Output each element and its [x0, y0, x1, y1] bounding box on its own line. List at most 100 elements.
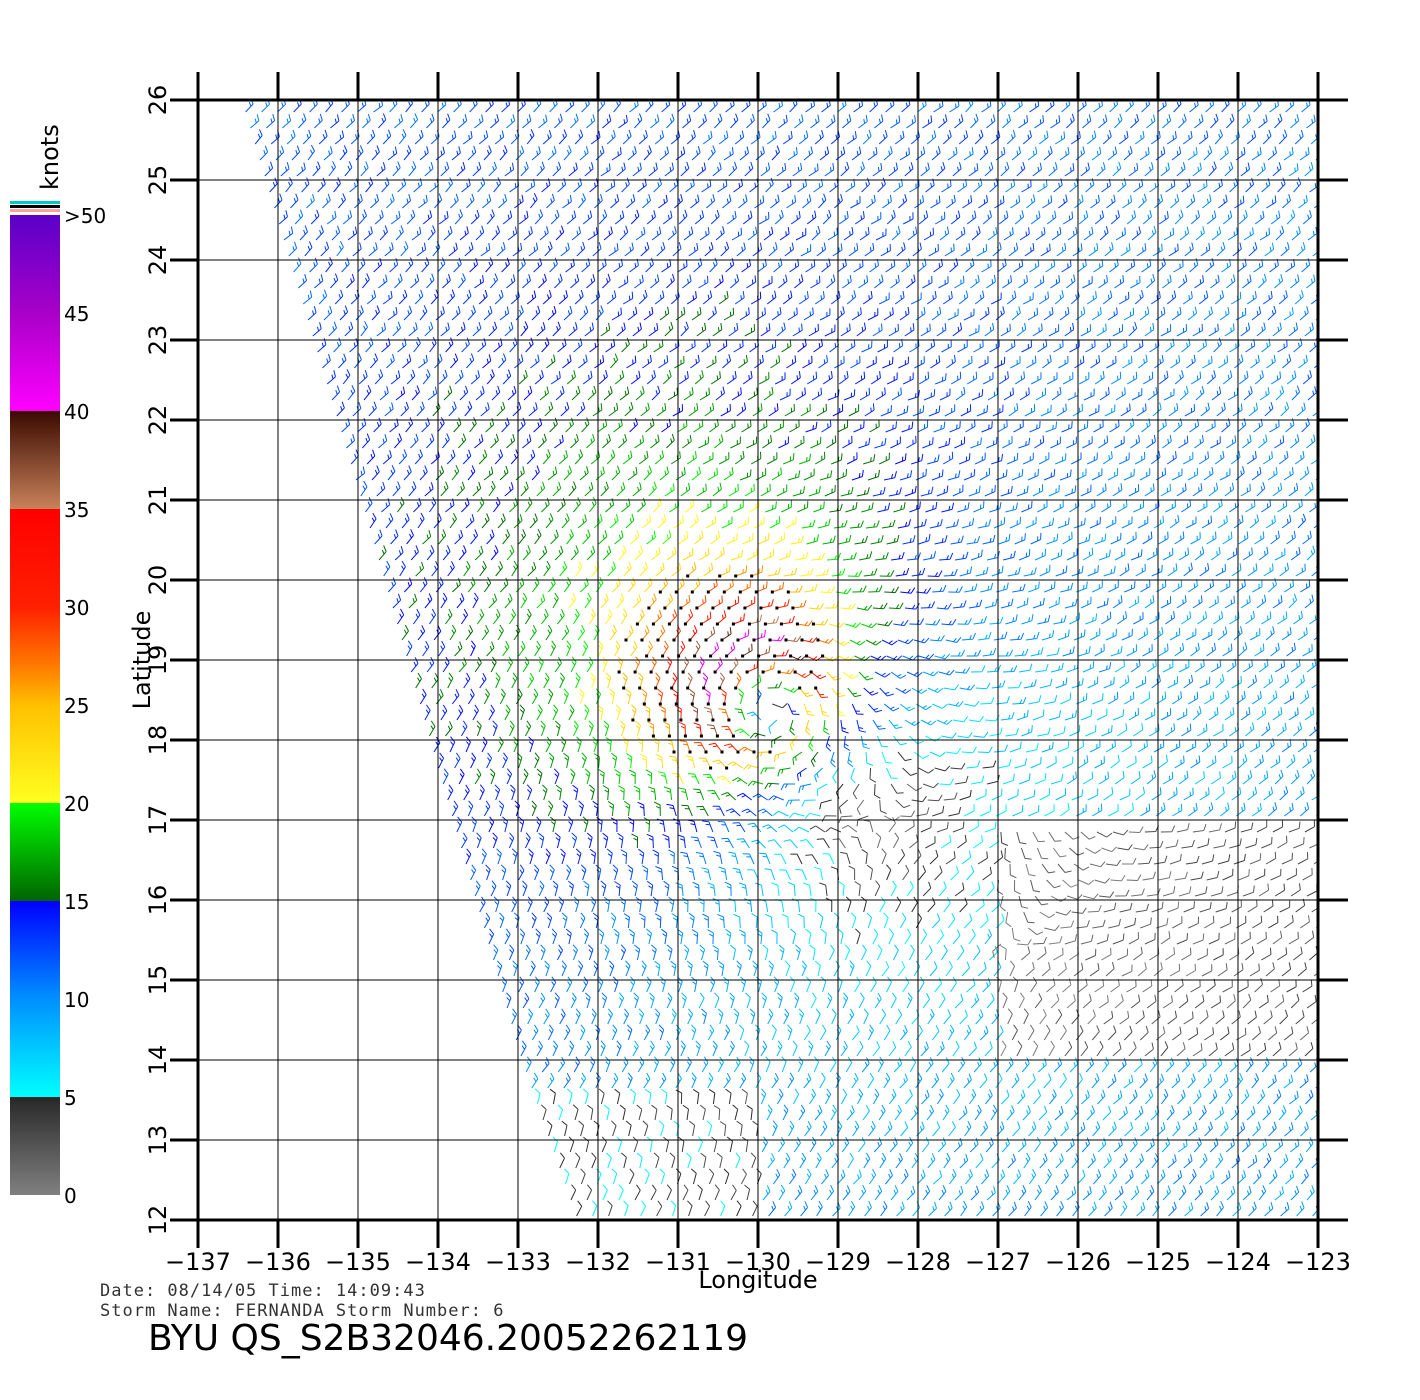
wind-barb [1188, 1027, 1199, 1041]
wind-barb [558, 290, 568, 305]
wind-barb [621, 1056, 629, 1073]
wind-barb [831, 687, 846, 698]
wind-barb [1138, 193, 1147, 209]
wind-barb [1097, 1089, 1106, 1105]
wind-barb [649, 992, 655, 1009]
wind-barb [1158, 979, 1169, 993]
wind-barb [943, 569, 958, 577]
wind-barb [718, 708, 730, 721]
wind-barb [538, 545, 548, 561]
wind-barb [1224, 821, 1237, 833]
wind-barb [562, 354, 572, 369]
wind-barb [529, 513, 538, 529]
wind-barb [528, 242, 539, 257]
wind-barb [915, 912, 923, 929]
wind-barb [645, 418, 655, 433]
wind-barb [738, 746, 755, 753]
wind-barb [971, 775, 985, 785]
wind-barb [589, 338, 599, 353]
wind-barb [1280, 1202, 1290, 1217]
wind-barb [1064, 1041, 1073, 1057]
wind-barb-marker [750, 574, 754, 578]
wind-barb [1171, 146, 1182, 161]
wind-barb [1120, 243, 1131, 257]
wind-barb [493, 608, 501, 625]
wind-barb [707, 1072, 714, 1089]
wind-barb [970, 274, 980, 289]
wind-barb [1188, 916, 1199, 929]
wind-barb-marker [816, 638, 820, 642]
wind-barb [653, 1056, 660, 1073]
wind-barb [1058, 355, 1069, 369]
wind-barb [488, 928, 495, 945]
wind-barb [486, 369, 495, 385]
wind-barb [1230, 450, 1241, 465]
wind-barb [838, 881, 845, 897]
wind-barb [606, 129, 616, 145]
wind-barb [1128, 595, 1139, 609]
wind-barb [628, 1168, 635, 1185]
wind-barb [890, 1185, 899, 1201]
wind-barb [1033, 1136, 1041, 1153]
wind-barb [1167, 787, 1178, 801]
wind-barb [624, 242, 634, 257]
wind-barb [733, 339, 744, 353]
wind-barb [1262, 1105, 1272, 1121]
wind-barb [1059, 1072, 1067, 1089]
wind-barb [758, 372, 770, 385]
wind-barb [1122, 195, 1132, 209]
wind-barb [403, 305, 413, 321]
y-tick-label: 16 [144, 885, 172, 916]
wind-barb [1192, 824, 1207, 833]
wind-barb [1043, 307, 1054, 321]
wind-barb [309, 257, 318, 273]
wind-barb [1313, 747, 1318, 753]
wind-barb [1238, 209, 1248, 225]
wind-barb [1021, 500, 1033, 513]
wind-barb [995, 913, 1005, 929]
wind-barb [1283, 307, 1294, 321]
wind-barb [726, 533, 738, 545]
wind-barb [666, 273, 675, 289]
wind-barb [906, 880, 914, 897]
wind-barb [568, 1136, 575, 1153]
wind-barb [654, 450, 665, 465]
wind-barb [656, 1200, 663, 1217]
wind-barb [506, 545, 515, 561]
wind-barb [1028, 581, 1040, 593]
wind-barb [614, 640, 621, 657]
wind-barb [1103, 902, 1117, 913]
wind-barb [888, 719, 903, 729]
wind-barb [531, 912, 537, 929]
wind-barb [821, 1169, 829, 1185]
wind-barb [1053, 726, 1066, 737]
wind-barb [572, 1104, 579, 1121]
wind-barb [298, 113, 307, 129]
wind-barb [666, 992, 673, 1009]
wind-barb [483, 466, 494, 481]
wind-barb [918, 371, 930, 385]
wind-barb [1176, 933, 1188, 945]
wind-barb [563, 576, 572, 593]
wind-barb [658, 1024, 665, 1041]
wind-barb [1145, 1089, 1154, 1105]
wind-barb [833, 639, 850, 646]
wind-barb [664, 593, 673, 609]
wind-barb [1245, 499, 1256, 513]
wind-barb [765, 501, 777, 513]
wind-barb [1142, 979, 1153, 993]
wind-barb [776, 1088, 784, 1105]
wind-barb [435, 146, 445, 161]
wind-barb [269, 177, 278, 193]
wind-barb [490, 273, 499, 289]
wind-barb [566, 976, 573, 993]
wind-barb [615, 704, 622, 721]
wind-barb [764, 782, 780, 790]
wind-barb [406, 369, 416, 385]
wind-barb [405, 257, 414, 273]
wind-barb [701, 338, 711, 353]
wind-barb [1124, 581, 1136, 593]
wind-barb [477, 496, 485, 513]
wind-barb [1103, 1153, 1112, 1169]
wind-barb [358, 209, 367, 225]
